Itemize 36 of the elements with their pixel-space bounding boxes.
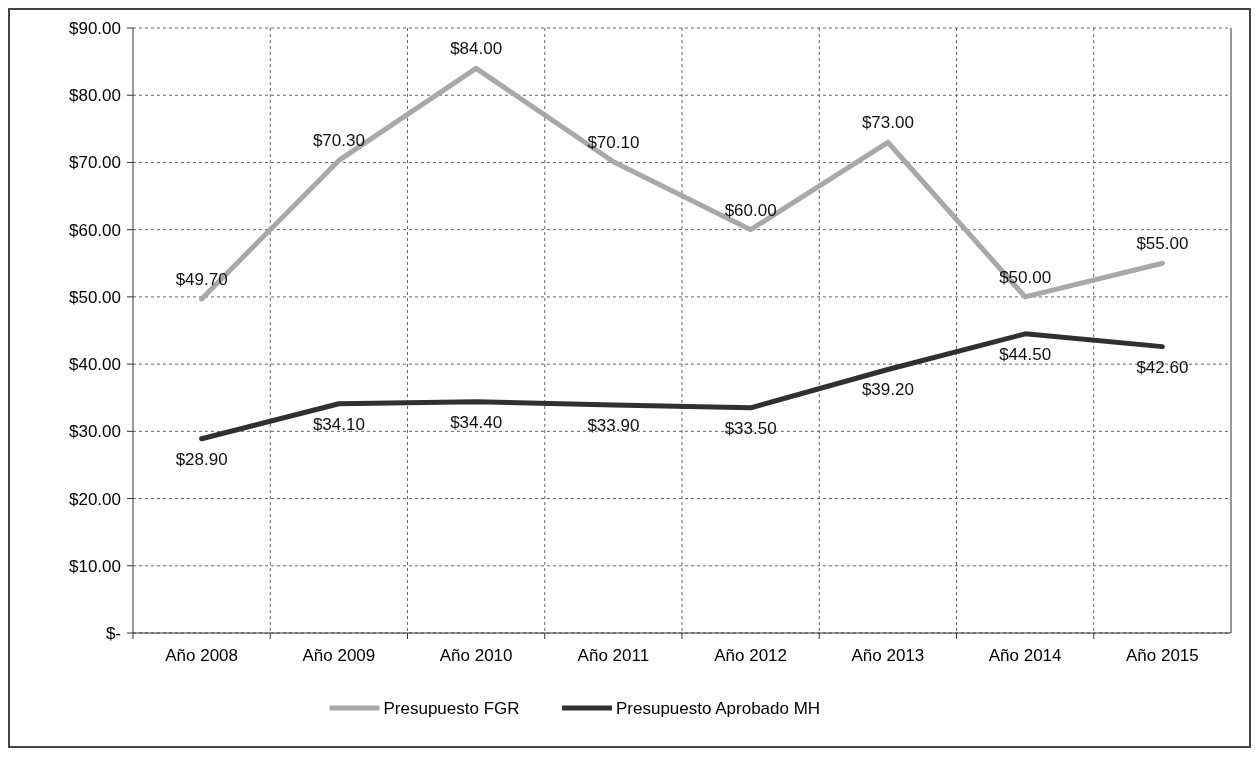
y-tick-label: $80.00 [69,86,121,106]
y-tick-label: $90.00 [69,18,121,38]
x-tick-label: Año 2009 [302,646,376,665]
data-label: $34.10 [312,414,365,434]
y-tick-label: $60.00 [69,220,121,240]
legend-label: Presupuesto FGR [383,698,520,718]
data-label: $33.50 [724,418,777,438]
x-tick-label: Año 2011 [577,646,650,665]
data-label: $34.40 [450,412,503,432]
data-label: $42.60 [1136,357,1189,377]
y-tick-label: $20.00 [69,489,121,509]
x-tick-label: Año 2013 [851,646,925,665]
x-tick-label: Año 2010 [439,646,513,665]
x-tick-label: Año 2014 [988,646,1062,665]
x-tick-label: Año 2012 [714,646,788,665]
y-tick-label: $30.00 [69,422,121,442]
data-label: $39.20 [861,380,914,400]
y-tick-label: $- [105,623,121,643]
data-label: $70.10 [587,132,640,152]
y-tick-label: $70.00 [69,153,121,173]
data-label: $49.70 [175,269,228,289]
y-tick-label: $10.00 [69,556,121,576]
data-label: $70.30 [312,131,365,151]
x-tick-label: Año 2015 [1125,646,1199,665]
x-tick-label: Año 2008 [165,646,239,665]
legend-label: Presupuesto Aprobado MH [616,698,821,718]
y-tick-label: $50.00 [69,287,121,307]
data-label: $60.00 [724,200,777,220]
data-label: $44.50 [999,344,1052,364]
data-label: $28.90 [175,449,228,469]
data-label: $50.00 [999,267,1052,287]
data-label: $84.00 [450,39,503,59]
data-label: $33.90 [587,416,640,436]
data-label: $55.00 [1136,234,1189,254]
y-tick-label: $40.00 [69,355,121,375]
data-label: $73.00 [861,113,914,133]
